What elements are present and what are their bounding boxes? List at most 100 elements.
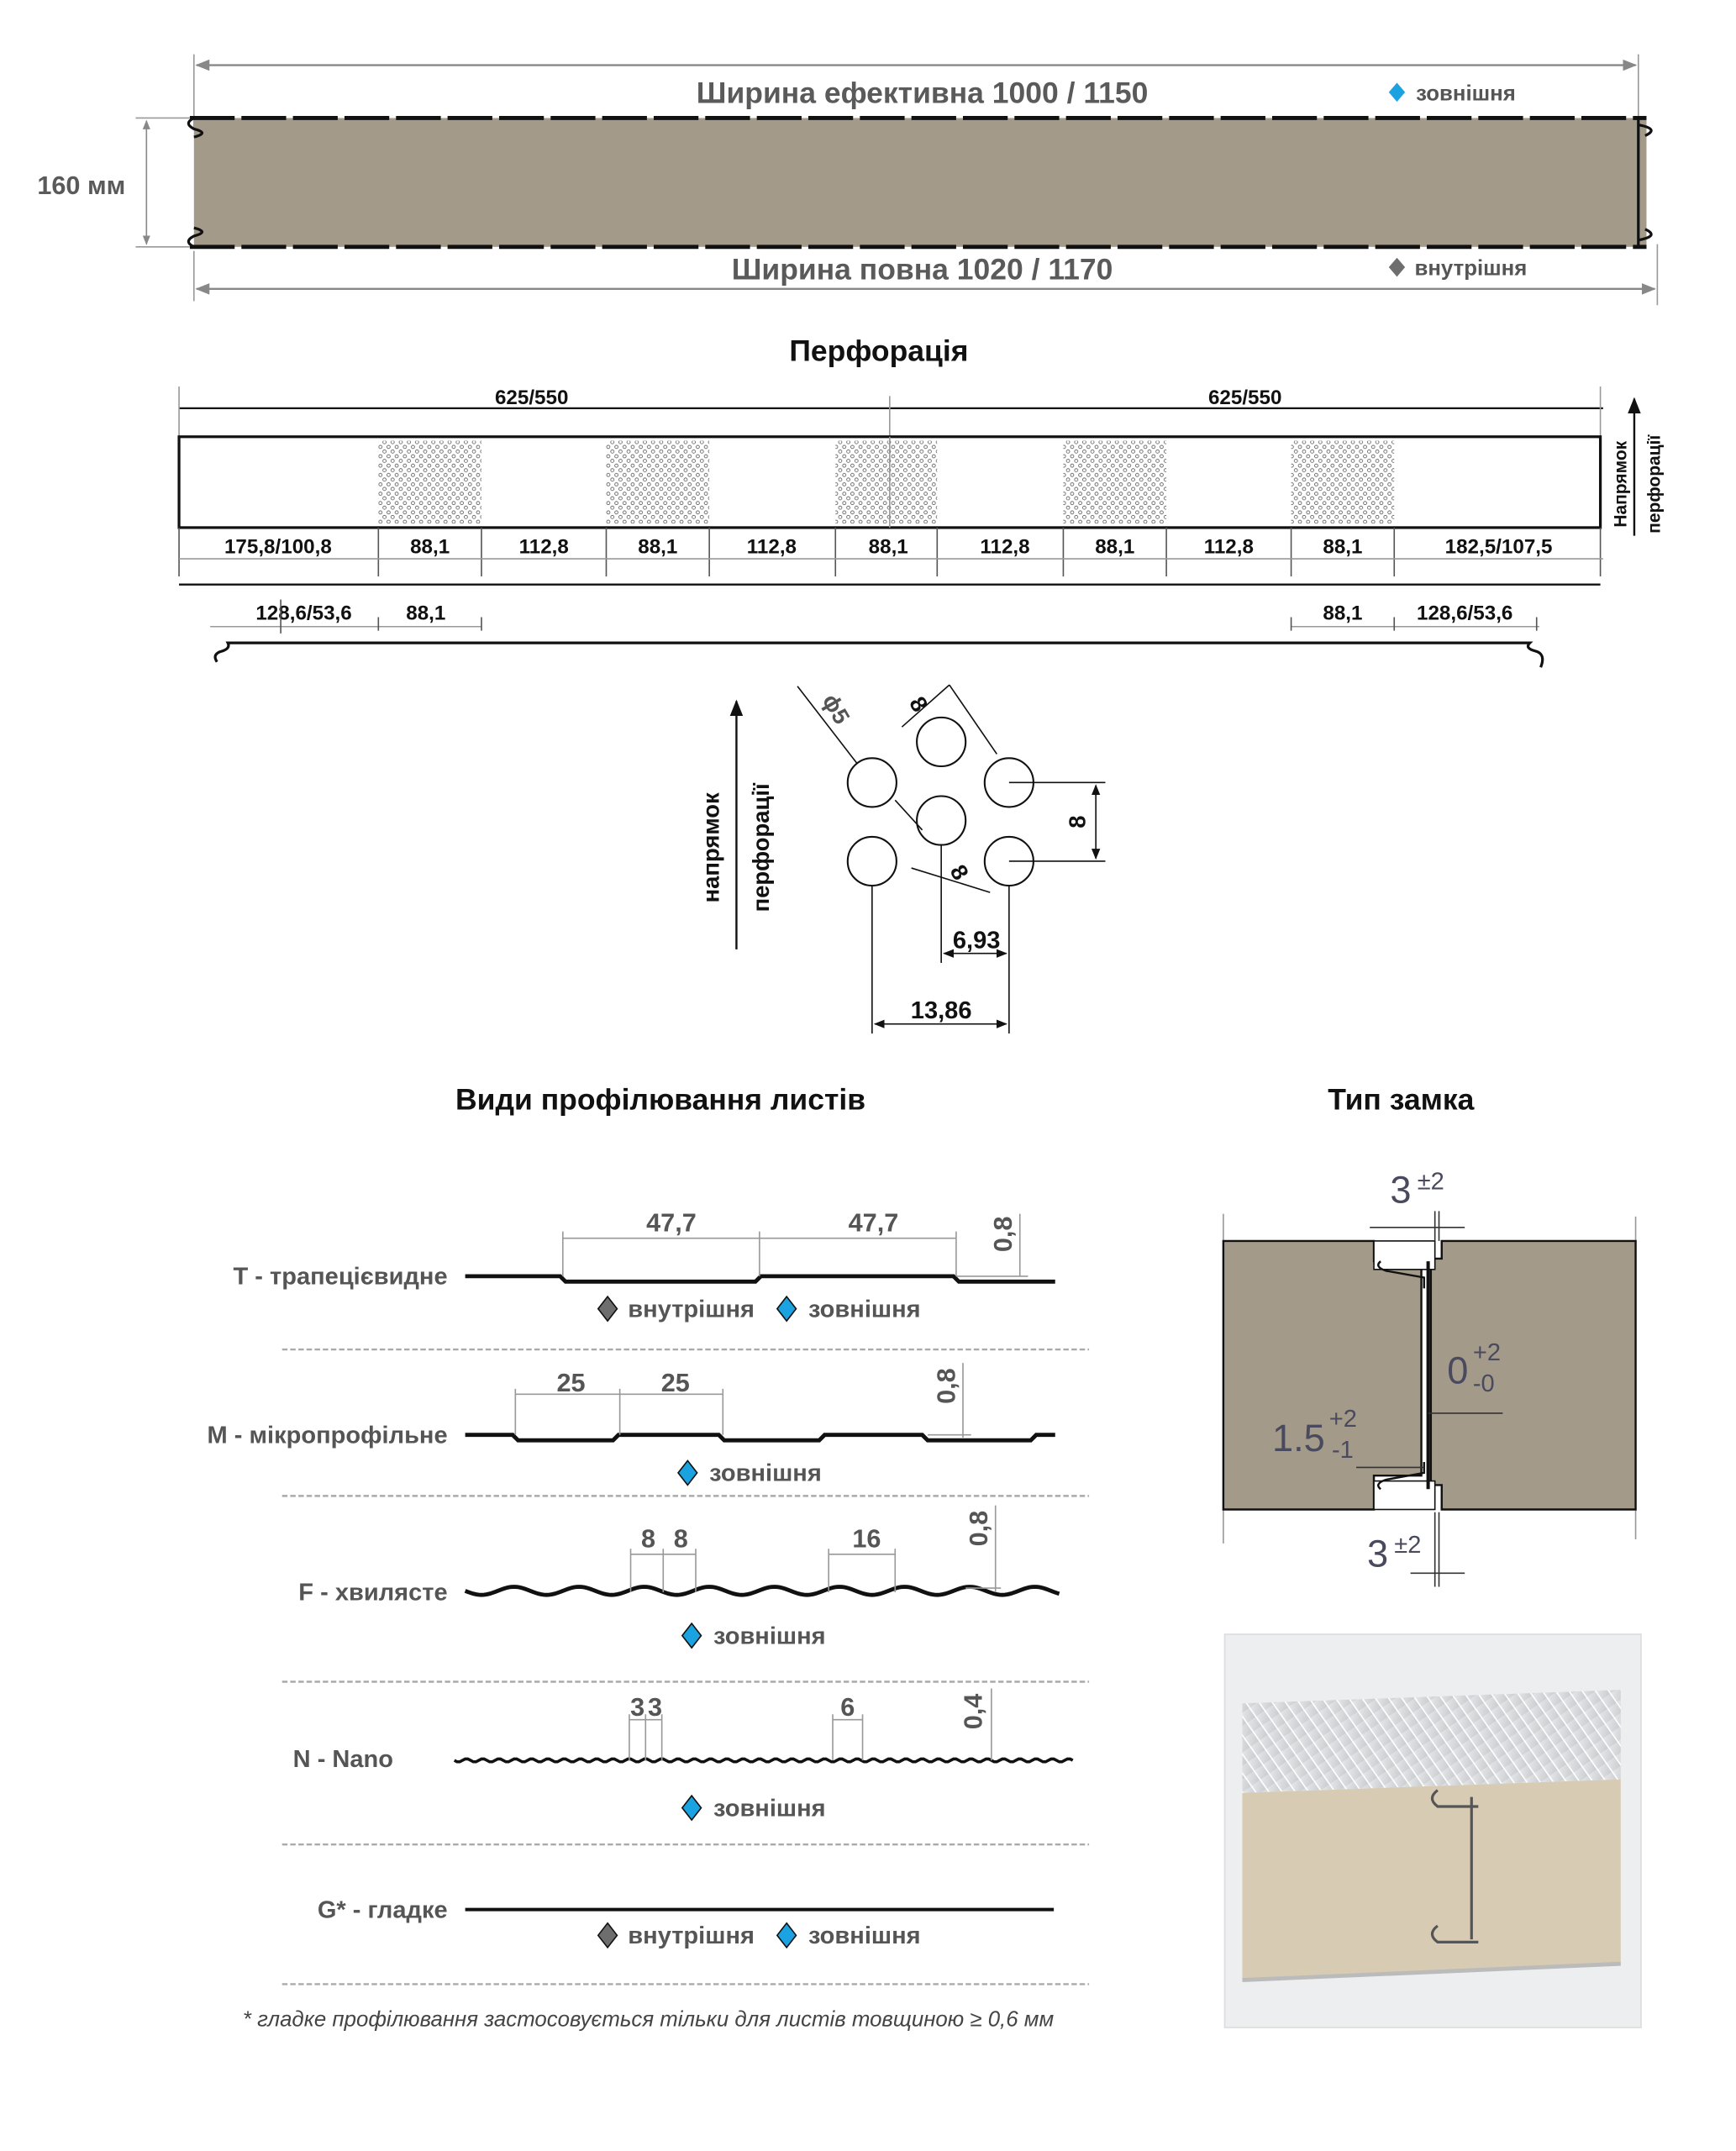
profile-n-line — [453, 1757, 1074, 1764]
segment-dim: 88,1 — [1323, 536, 1362, 559]
perforation-direction-label: Напрямок — [1611, 440, 1630, 527]
profile-dim: 8 — [641, 1525, 655, 1554]
bottom-dim: 88,1 — [406, 602, 445, 625]
profile-dim: 3 — [648, 1693, 662, 1722]
panel-cross-section: Ширина ефективна 1000 / 1150 зовнішня 16… — [37, 54, 1659, 306]
perforation-layout: Перфорація 625/550 625/550 175,8/100,8 8… — [177, 334, 1665, 668]
direction-label: перфорації — [748, 782, 774, 912]
profile-dim: 47,7 — [849, 1209, 899, 1238]
lock-right-panel — [1429, 1239, 1637, 1511]
panel-photo — [1223, 1633, 1642, 2028]
row-spacing-label: 8 — [1064, 816, 1090, 828]
joint-value: 0 — [1447, 1349, 1468, 1391]
legend-outer: зовнішня — [713, 1795, 826, 1822]
profile-label-f: F - хвилясте — [298, 1580, 447, 1607]
profile-thickness: 0,8 — [932, 1368, 960, 1404]
profile-thickness: 0,4 — [960, 1694, 988, 1730]
gap-bottom-tolerance: ±2 — [1394, 1532, 1421, 1559]
joint-tol-plus: +2 — [1473, 1339, 1501, 1366]
gap-top-value: 3 — [1390, 1169, 1411, 1212]
legend-outer: зовнішня — [709, 1460, 822, 1487]
inner-marker-icon — [1388, 257, 1406, 277]
outer-marker-icon — [681, 1622, 702, 1649]
lock-left-panel — [1222, 1239, 1423, 1511]
segment-dim: 88,1 — [869, 536, 908, 559]
bottom-dim: 88,1 — [1323, 602, 1362, 625]
outer-marker-icon — [776, 1922, 797, 1949]
segment-dim: 112,8 — [1204, 536, 1254, 559]
profile-dim: 6 — [840, 1693, 855, 1722]
profile-dim: 3 — [630, 1693, 644, 1722]
profile-thickness: 0,8 — [965, 1511, 993, 1547]
profiles-title: Види профілювання листів — [455, 1082, 865, 1116]
profile-dim: 25 — [556, 1369, 585, 1397]
outer-marker-icon — [681, 1794, 702, 1822]
profile-f-line — [464, 1585, 1060, 1597]
bottom-dim: 128,6/53,6 — [255, 602, 351, 625]
segment-dim: 175,8/100,8 — [224, 536, 332, 559]
inner-marker-icon — [597, 1295, 618, 1323]
thickness-label: 160 мм — [37, 171, 125, 200]
hole — [846, 835, 897, 887]
legend-outer: зовнішня — [808, 1922, 921, 1949]
profile-dim: 16 — [852, 1525, 881, 1554]
sheet-profile — [213, 641, 1544, 668]
legend-inner: внутрішня — [628, 1922, 755, 1949]
gap-bottom-value: 3 — [1367, 1532, 1388, 1575]
perf-zone — [1063, 440, 1167, 524]
top-dim-right: 625/550 — [1208, 387, 1282, 409]
perf-zone — [378, 440, 481, 524]
profile-dim: 8 — [674, 1525, 688, 1554]
gap-top-tolerance: ±2 — [1418, 1169, 1444, 1196]
profile-thickness: 0,8 — [989, 1217, 1018, 1253]
perf-zone — [606, 440, 710, 524]
hole-pattern-detail: напрямок перфорації ϕ5 8 8 8 6,93 13,86 — [697, 684, 1106, 1033]
effective-width-label: Ширина ефективна 1000 / 1150 — [697, 76, 1149, 110]
profile-dim: 47,7 — [646, 1209, 697, 1238]
perf-zone — [835, 440, 938, 524]
legend-inner: внутрішня — [1414, 257, 1527, 281]
legend-outer: зовнішня — [1416, 82, 1516, 105]
segment-dim: 112,8 — [980, 536, 1029, 559]
hole — [846, 757, 897, 808]
top-dim-left: 625/550 — [495, 387, 569, 409]
outer-marker-icon — [776, 1295, 797, 1323]
profile-types: Види профілювання листів T - трапецієвид… — [208, 1082, 1090, 2031]
perf-zone — [1291, 440, 1395, 524]
segment-dim: 112,8 — [519, 536, 569, 559]
profile-t-line — [465, 1274, 1055, 1284]
hole-diameter-label: ϕ5 — [818, 689, 855, 728]
segment-dim: 112,8 — [747, 536, 797, 559]
outer-marker-icon — [677, 1459, 698, 1486]
legend-inner: внутрішня — [628, 1296, 755, 1323]
diagonal-label: 8 — [945, 860, 974, 885]
lock-type: Тип замка 3 ±2 0 +2 -0 1.5 +2 -1 3 ±2 — [1222, 1082, 1637, 1587]
segment-dim: 182,5/107,5 — [1445, 536, 1553, 559]
perforation-title: Перфорація — [789, 334, 968, 367]
offset-tol-plus: +2 — [1329, 1406, 1357, 1433]
profile-label-n: N - Nano — [293, 1746, 393, 1773]
inner-marker-icon — [597, 1922, 618, 1949]
offset-value: 1.5 — [1272, 1417, 1325, 1459]
hole — [916, 795, 967, 846]
profile-label-m: M - мікропрофільне — [208, 1422, 448, 1449]
lock-title: Тип замка — [1328, 1082, 1474, 1116]
legend-outer: зовнішня — [713, 1622, 826, 1649]
direction-label: напрямок — [697, 792, 723, 902]
segment-dim: 88,1 — [1095, 536, 1134, 559]
segment-dim: 88,1 — [410, 536, 450, 559]
perforation-direction-label: перфорації — [1645, 434, 1665, 534]
profile-label-t: T - трапецієвидне — [233, 1264, 447, 1291]
hole — [916, 716, 967, 768]
joint-tol-minus: -0 — [1473, 1370, 1495, 1397]
outer-marker-icon — [1388, 82, 1406, 103]
half-step-label: 6,93 — [953, 927, 1001, 954]
profile-m-line — [465, 1433, 1055, 1443]
bottom-dim: 128,6/53,6 — [1417, 602, 1512, 625]
segment-dim: 88,1 — [638, 536, 677, 559]
profile-label-g: G* - гладке — [318, 1896, 448, 1923]
footnote: * гладке профілювання застосовується тіл… — [243, 2007, 1055, 2031]
full-width-label: Ширина повна 1020 / 1170 — [732, 253, 1113, 287]
legend-outer: зовнішня — [808, 1296, 921, 1323]
